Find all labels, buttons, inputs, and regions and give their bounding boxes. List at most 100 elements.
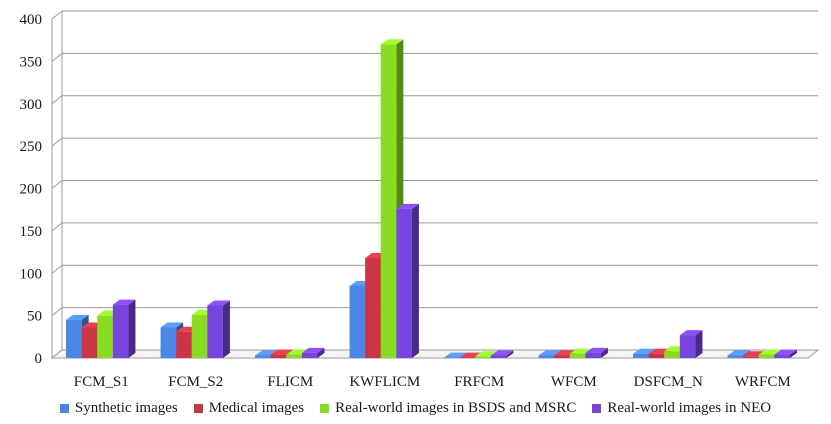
x-tick-labels: FCM_S1 FCM_S2 FLICM KWFLICM FRFCM WFCM DSFCM_N…: [74, 374, 791, 390]
legend-item: Real-world images in BSDS and MSRC: [320, 400, 576, 417]
y-tick-label: 200: [20, 182, 43, 198]
bar-front: [490, 355, 507, 358]
x-tick-label: FRFCM: [454, 374, 504, 390]
bar-front: [349, 285, 366, 358]
bar-side: [789, 349, 797, 358]
bar-top: [396, 203, 419, 209]
bar-top: [774, 349, 797, 355]
gridline-diagonal: [51, 264, 63, 274]
gridline-diagonal: [51, 10, 63, 20]
bar: [774, 349, 797, 358]
bar: [679, 330, 703, 358]
bar-top: [538, 350, 562, 356]
bar-front: [758, 354, 775, 358]
bar-front: [727, 355, 744, 358]
bar-top: [444, 352, 467, 358]
bar-top: [112, 299, 136, 305]
x-tick-label: DSFCM_N: [634, 374, 703, 390]
bar-top: [301, 347, 325, 353]
legend-swatch: [592, 403, 602, 413]
gridline-diagonal: [51, 95, 63, 105]
x-tick-label: KWFLICM: [349, 374, 420, 390]
legend-label: Medical images: [208, 399, 305, 416]
bar-front: [554, 355, 570, 358]
y-tick-labels: 0 50 100 150 200 250 300 350 400: [20, 12, 43, 367]
bar-front: [679, 335, 696, 358]
bar-top: [66, 314, 89, 320]
bars: [66, 39, 797, 359]
bar-side: [506, 350, 514, 358]
bar-front: [444, 357, 460, 359]
bar: [396, 203, 419, 358]
gridline-diagonal: [51, 137, 63, 147]
bar: [112, 299, 136, 358]
x-tick-label: FCM_S2: [168, 374, 223, 390]
bar-front: [66, 319, 82, 358]
bar-front: [396, 208, 412, 358]
bar: [585, 347, 608, 358]
y-tick-label: 50: [27, 309, 42, 325]
bar-top: [490, 350, 514, 356]
bar-front: [774, 354, 790, 358]
y-tick-label: 100: [20, 266, 43, 282]
bar-front: [270, 354, 287, 358]
legend-swatch: [320, 403, 330, 413]
bar-front: [459, 357, 476, 359]
x-tick-label: FCM_S1: [74, 374, 129, 390]
bar-front: [97, 315, 113, 358]
legend-swatch: [193, 403, 203, 413]
bar-front: [664, 351, 680, 358]
bar-front: [286, 354, 302, 358]
bar-front: [365, 257, 381, 358]
x-tick-label: FLICM: [267, 374, 313, 390]
bar-top: [207, 300, 230, 306]
legend-swatch: [59, 403, 69, 413]
bar-front: [191, 314, 208, 358]
gridlines: [51, 10, 818, 359]
legend-item: Medical images: [193, 399, 305, 417]
bar-side: [695, 330, 703, 358]
bar-front: [207, 305, 223, 358]
bar-side: [128, 299, 136, 358]
bar-front: [743, 356, 759, 358]
gridline-diagonal: [51, 52, 63, 62]
gridline-diagonal: [51, 307, 63, 317]
bar-front: [633, 353, 649, 358]
legend-item: Synthetic images: [59, 400, 178, 417]
gridline-diagonal: [51, 222, 63, 232]
bar-side: [317, 347, 325, 358]
bar-front: [301, 352, 318, 358]
bar-side: [600, 347, 608, 358]
bar-front: [255, 355, 271, 358]
bar-front: [81, 327, 98, 358]
bar-front: [160, 327, 177, 358]
bar-front: [380, 44, 397, 359]
legend-label: Real-world images in BSDS and MSRC: [335, 399, 577, 416]
bar-top: [727, 350, 751, 356]
bar: [207, 300, 230, 358]
y-tick-label: 0: [35, 351, 43, 367]
bar-top: [270, 349, 294, 355]
y-tick-label: 350: [20, 54, 43, 70]
y-tick-label: 250: [20, 139, 43, 155]
bar-top: [679, 330, 703, 336]
x-tick-label: WRFCM: [735, 374, 791, 390]
legend-label: Real-world images in NEO: [607, 399, 772, 416]
bar-front: [585, 352, 601, 358]
bar-side: [411, 203, 419, 358]
bar-side: [222, 300, 230, 358]
x-tick-label: WFCM: [551, 374, 597, 390]
y-tick-label: 150: [20, 224, 43, 240]
bar-front: [475, 356, 491, 358]
y-tick-label: 300: [20, 97, 43, 113]
bar-front: [569, 353, 586, 358]
bar-top: [380, 39, 404, 45]
bar-top: [758, 349, 782, 355]
bar-top: [585, 347, 608, 353]
bar-front: [112, 304, 129, 358]
legend: Synthetic images Medical images Real-world…: [0, 398, 831, 418]
bar: [301, 347, 325, 358]
gridline-diagonal: [51, 180, 63, 189]
bar-front: [176, 331, 192, 358]
